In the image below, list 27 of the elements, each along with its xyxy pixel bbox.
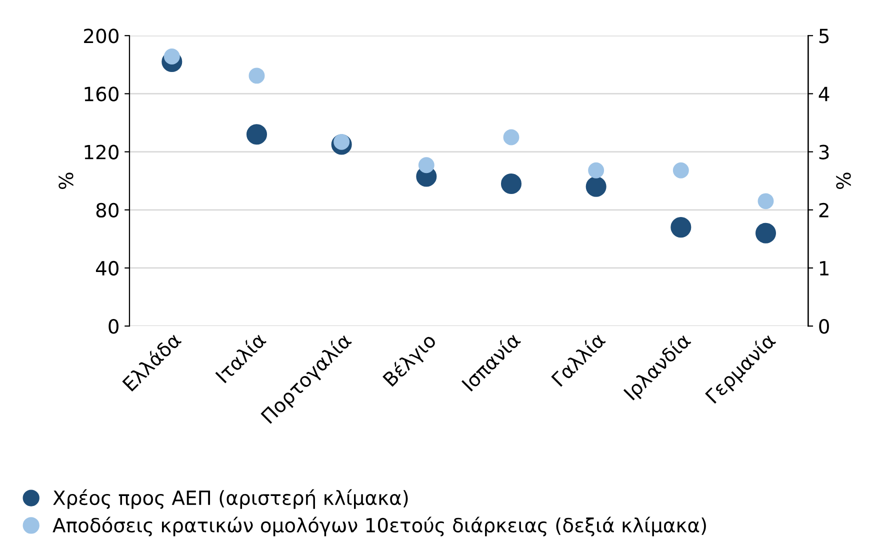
y-tick-label: 160 xyxy=(84,86,118,102)
point xyxy=(586,176,606,197)
point xyxy=(500,173,522,194)
point xyxy=(670,217,692,238)
y2-tick-label: 0 xyxy=(819,319,829,334)
y-tick-label: 200 xyxy=(84,28,118,44)
point xyxy=(248,68,265,84)
point xyxy=(418,157,434,174)
y2-tick-label: 5 xyxy=(819,28,829,44)
legend-label: Χρέος προς ΑΕΠ (αριστερή κλίμακα) xyxy=(53,489,408,509)
y-tick-label: 40 xyxy=(96,260,118,276)
point xyxy=(672,162,689,178)
point xyxy=(588,162,604,178)
y-tick-label: 80 xyxy=(96,202,118,218)
y-tick-label: 120 xyxy=(84,144,118,160)
y2-tick-label: 2 xyxy=(819,202,828,218)
y-tick-label: 0 xyxy=(108,319,118,334)
y2-axis-title: % xyxy=(836,172,851,190)
y2-tick-label: 1 xyxy=(820,261,828,276)
y2-tick-label: 4 xyxy=(818,86,830,102)
point xyxy=(503,129,520,146)
y2-tick-label: 3 xyxy=(819,144,829,160)
point xyxy=(246,124,268,145)
y-axis-title: % xyxy=(58,172,74,190)
point xyxy=(755,222,776,244)
point xyxy=(758,193,774,210)
legend-label: Αποδόσεις κρατικών ομολόγων 10ετούς διάρκειας (δεξιά κλίμακα) xyxy=(52,516,706,536)
